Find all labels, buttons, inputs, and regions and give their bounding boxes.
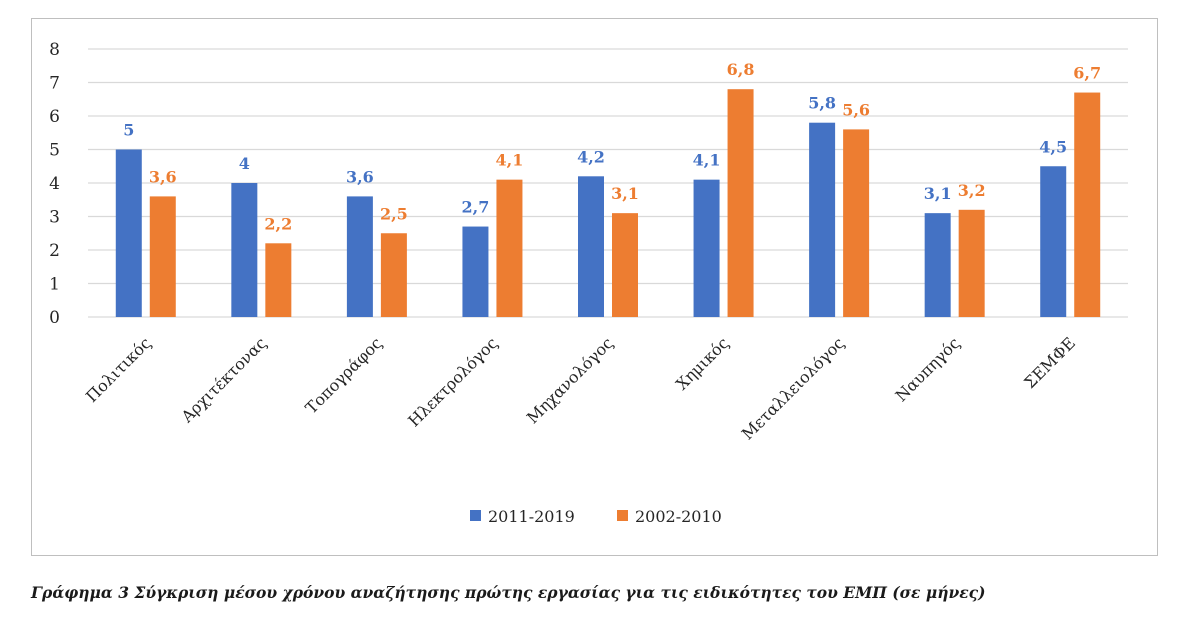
category-label: Μηχανολόγος (523, 333, 617, 427)
data-label: 4,1 (496, 151, 524, 170)
bar-2002-2010 (496, 179, 523, 317)
bar-chart: 0 1 2 3 4 5 6 7 8 5 3,6 4 2,2 3,6 2,5 2,7 4,1 4,2 3,1 4,1 6… (49, 40, 1128, 526)
data-label: 6,8 (727, 60, 755, 79)
y-tick-label: 1 (49, 275, 60, 295)
bar-2002-2010 (727, 89, 754, 317)
bar-2002-2010 (265, 243, 292, 317)
category-label: Μεταλλειολόγος (738, 333, 848, 443)
data-label: 2,7 (462, 198, 490, 217)
y-tick-label: 3 (49, 208, 60, 228)
data-label: 4,2 (577, 147, 605, 166)
legend-swatch (470, 510, 481, 521)
data-label: 3,6 (346, 167, 374, 186)
category-label: Τοπογράφος (302, 333, 386, 417)
y-tick-label: 5 (49, 141, 60, 161)
category-label: Πολιτικός (82, 333, 155, 406)
bar-2002-2010 (958, 209, 985, 317)
category-label: Χημικός (672, 333, 732, 393)
y-tick-label: 4 (49, 174, 60, 194)
y-tick-label: 2 (49, 241, 60, 261)
data-label: 5,6 (842, 100, 870, 119)
data-label: 3,1 (611, 184, 639, 203)
y-tick-label: 0 (49, 308, 60, 328)
bar-2002-2010 (380, 233, 407, 317)
bar-2011-2019 (115, 149, 142, 317)
bars (115, 89, 1101, 317)
y-axis-ticks: 0 1 2 3 4 5 6 7 8 (49, 40, 60, 328)
category-label: ΣΕΜΦΕ (1020, 333, 1079, 392)
data-label: 2,5 (380, 204, 408, 223)
legend-label: 2002-2010 (635, 507, 722, 526)
legend-label: 2011-2019 (488, 507, 575, 526)
data-label: 4 (239, 154, 250, 173)
legend-swatch (617, 510, 628, 521)
bar-2011-2019 (578, 176, 604, 317)
data-label: 5 (123, 121, 134, 140)
bar-2011-2019 (693, 179, 720, 317)
bar-2002-2010 (149, 196, 176, 317)
legend: 2011-2019 2002-2010 (470, 507, 722, 526)
category-labels: Πολιτικός Αρχιτέκτονας Τοπογράφος Ηλεκτρολό… (82, 333, 1079, 443)
figure-caption: Γράφημα 3 Σύγκριση μέσου χρόνου αναζήτησ… (31, 583, 986, 602)
bar-2011-2019 (346, 196, 373, 317)
bar-2002-2010 (612, 213, 638, 317)
bar-2011-2019 (231, 183, 258, 317)
category-label: Ναυπηγός (892, 333, 964, 405)
data-label: 2,2 (264, 214, 292, 233)
gridlines (88, 48, 1128, 318)
y-tick-label: 8 (49, 40, 60, 60)
data-label: 3,1 (924, 184, 952, 203)
data-label: 6,7 (1073, 64, 1101, 83)
bar-2002-2010 (1074, 92, 1101, 317)
y-tick-label: 7 (49, 74, 60, 94)
chart-frame: 0 1 2 3 4 5 6 7 8 5 3,6 4 2,2 3,6 2,5 2,7 4,1 4,2 3,1 4,1 6… (31, 18, 1158, 556)
data-label: 5,8 (808, 94, 836, 113)
category-label: Ηλεκτρολόγος (404, 333, 501, 430)
data-label: 4,5 (1039, 137, 1067, 156)
category-label: Αρχιτέκτονας (177, 333, 270, 426)
bar-2011-2019 (462, 226, 489, 317)
data-label: 3,2 (958, 181, 986, 200)
bar-2011-2019 (1040, 166, 1067, 317)
y-tick-label: 6 (49, 107, 60, 127)
data-labels: 5 3,6 4 2,2 3,6 2,5 2,7 4,1 4,2 3,1 4,1 6,8 5,8 5,6 3,… (123, 60, 1101, 233)
data-label: 4,1 (693, 151, 721, 170)
bar-2011-2019 (924, 213, 951, 317)
bar-2011-2019 (809, 122, 836, 317)
bar-2002-2010 (843, 129, 870, 317)
data-label: 3,6 (149, 167, 177, 186)
